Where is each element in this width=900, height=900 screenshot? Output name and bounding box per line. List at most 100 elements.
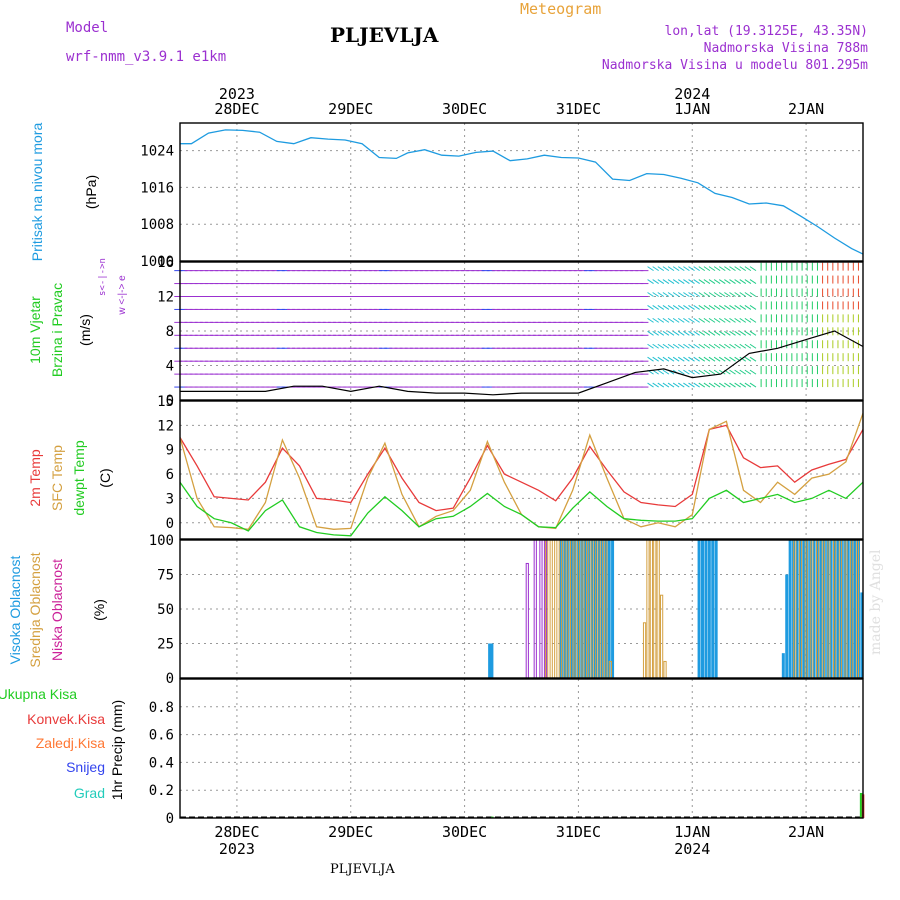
wind-arrow [693, 266, 700, 272]
y-tick-label: 50 [157, 602, 174, 618]
cloud-high-bar [812, 540, 816, 678]
wind-arrow [678, 292, 685, 297]
y-tick-label: 0 [166, 811, 174, 827]
y-tick-label: 0.6 [149, 728, 174, 744]
wind-arrow [662, 317, 670, 323]
wind-arrow [729, 266, 736, 272]
y-tick-label: 1000 [140, 254, 174, 270]
precip-bar [859, 792, 863, 818]
wind-arrow [708, 343, 716, 349]
wind-arrow [688, 356, 695, 362]
wind-arrow [734, 330, 741, 336]
y-tick-label: 1008 [140, 217, 174, 233]
precip-legend-label: Grad [74, 785, 105, 801]
wind-arrow [708, 330, 716, 336]
wind-arrow [703, 317, 711, 323]
temp-sfc-axis-title: SFC Temp [49, 445, 65, 511]
meteogram-label: Meteogram [520, 0, 602, 18]
cloud-high-bar [836, 540, 840, 678]
wind-arrow [657, 317, 665, 323]
precip-legend-label: Konvek.Kisa [27, 711, 105, 727]
wind-axis-title: 10m Vjetar [27, 296, 43, 364]
cloud-mid-bar [656, 539, 660, 679]
wind-arrow [713, 279, 721, 284]
wind-arrow [729, 305, 736, 310]
wind-arrow [683, 266, 690, 272]
wind-arrow [739, 292, 747, 297]
wind-arrow [693, 382, 700, 388]
wind-arrow [724, 305, 731, 310]
wind-arrow [688, 343, 695, 349]
y-tick-label: 0 [166, 393, 174, 409]
wind-arrow [662, 369, 670, 375]
wind-arrow [647, 279, 654, 284]
wind-arrow [734, 266, 741, 272]
cloud-high-bar [563, 540, 567, 678]
wind-arrow [652, 305, 659, 310]
wind-arrow [729, 343, 736, 349]
bottom-title: PLJEVLJA [330, 862, 395, 877]
top-day-label: 29DEC [328, 100, 373, 118]
y-tick-label: 9 [166, 443, 174, 459]
y-tick-label: 16 [157, 255, 174, 271]
cloud-high-bar [597, 540, 601, 678]
wind-arrow [657, 356, 665, 362]
cloud-mid-bar [663, 660, 667, 679]
top-year-label: 2023 [219, 85, 255, 103]
altitude-info: Nadmorska Visina 788m [703, 41, 868, 56]
panel-frame [179, 678, 864, 819]
wind-arrow [749, 343, 757, 349]
cloud-high-bar [795, 540, 799, 678]
wind-arrow [724, 279, 731, 284]
wind-arrow [744, 356, 752, 362]
wind-arrow [729, 382, 736, 388]
precip-axis-title: 1hr Precip (mm) [109, 700, 125, 800]
wind-arrow [708, 356, 716, 362]
wind-arrow [647, 330, 654, 336]
wind-arrow [729, 356, 736, 362]
wind-arrow [647, 356, 654, 362]
wind-arrow [718, 279, 726, 284]
wind-arrow [678, 369, 685, 375]
bottom-year-label: 2023 [219, 840, 255, 858]
wind-arrow [667, 356, 675, 362]
wind-arrow [734, 292, 741, 297]
cloud-mid-bar [646, 539, 650, 679]
wind-arrow [718, 356, 726, 362]
wind-arrow [698, 279, 706, 284]
model-altitude-info: Nadmorska Visina u modelu 801.295m [601, 58, 868, 73]
wind-arrow [683, 343, 690, 349]
wind-arrow [652, 330, 659, 336]
wind-arrow [708, 279, 716, 284]
wind-arrow [657, 369, 665, 375]
wind-arrow [667, 382, 675, 388]
wind-arrow [698, 356, 706, 362]
wind-arrow [708, 292, 716, 297]
wind-arrow [698, 382, 706, 388]
wind-arrow [724, 266, 731, 272]
cloud-high-bar [490, 643, 494, 678]
cloud-high-bar [707, 540, 711, 678]
wind-arrow [724, 382, 731, 388]
cloud-high-bar [798, 540, 802, 678]
temp-dewpt-axis-title: dewpt Temp [71, 440, 87, 515]
cloud-high-bar [711, 540, 715, 678]
wind-arrow [703, 305, 711, 310]
wind-arrow [698, 330, 706, 336]
wind-arrow [667, 266, 675, 272]
wind-arrow [693, 279, 700, 284]
wind-arrow [749, 356, 757, 362]
wind-arrow [698, 305, 706, 310]
cloud-mid-bar [660, 594, 664, 679]
wind-arrow [713, 266, 721, 272]
page-title: PLJEVLJA [330, 23, 439, 47]
wind-arrow [693, 292, 700, 297]
wind-arrow [672, 266, 680, 272]
wind-arrow [652, 317, 659, 323]
wind-arrow [678, 330, 685, 336]
wind-arrow [688, 330, 695, 336]
wind-arrow [662, 266, 670, 272]
wind-arrow [672, 305, 680, 310]
wind-arrow [708, 382, 716, 388]
